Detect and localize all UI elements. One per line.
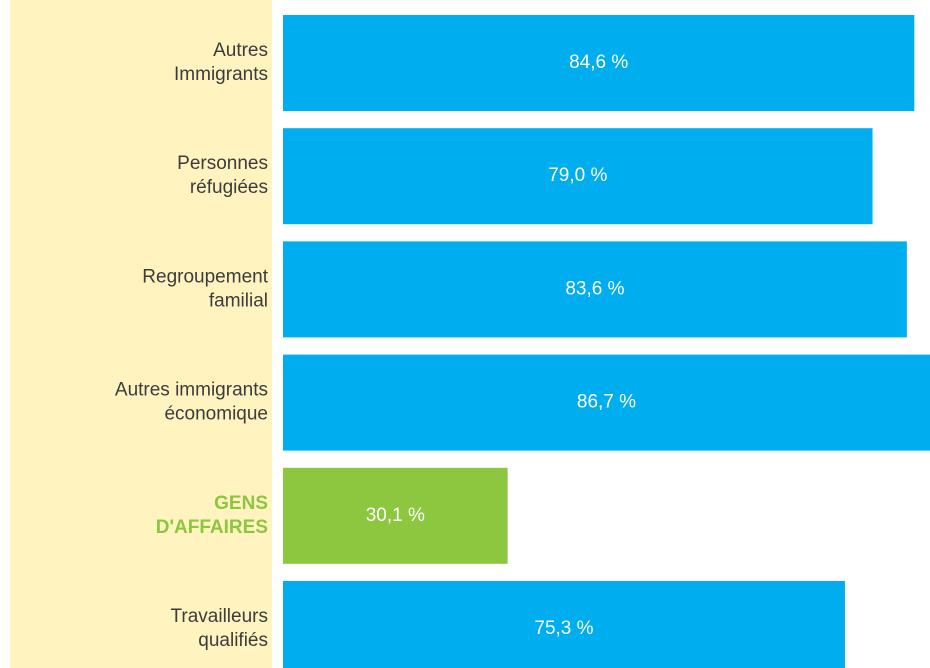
value-label: 75,3 %	[534, 618, 593, 639]
bar	[283, 241, 907, 338]
bar	[283, 354, 930, 451]
bar	[283, 581, 845, 668]
bar	[283, 128, 873, 225]
category-label: GENS D'AFFAIRES	[156, 493, 268, 538]
category-label: Travailleurs qualifiés	[171, 606, 269, 651]
label-panel	[10, 0, 272, 668]
value-label: 79,0 %	[548, 165, 607, 186]
category-label: Personnes réfugiées	[177, 153, 268, 198]
category-label: Regroupement familial	[142, 266, 268, 311]
value-label: 84,6 %	[569, 52, 628, 73]
value-label: 30,1 %	[366, 505, 425, 526]
bar	[283, 467, 508, 564]
category-label: Autres Immigrants	[174, 40, 268, 85]
value-label: 83,6 %	[565, 278, 624, 299]
category-label: Autres immigrants économique	[115, 380, 268, 425]
value-label: 86,7 %	[577, 392, 636, 413]
bar	[283, 15, 915, 111]
